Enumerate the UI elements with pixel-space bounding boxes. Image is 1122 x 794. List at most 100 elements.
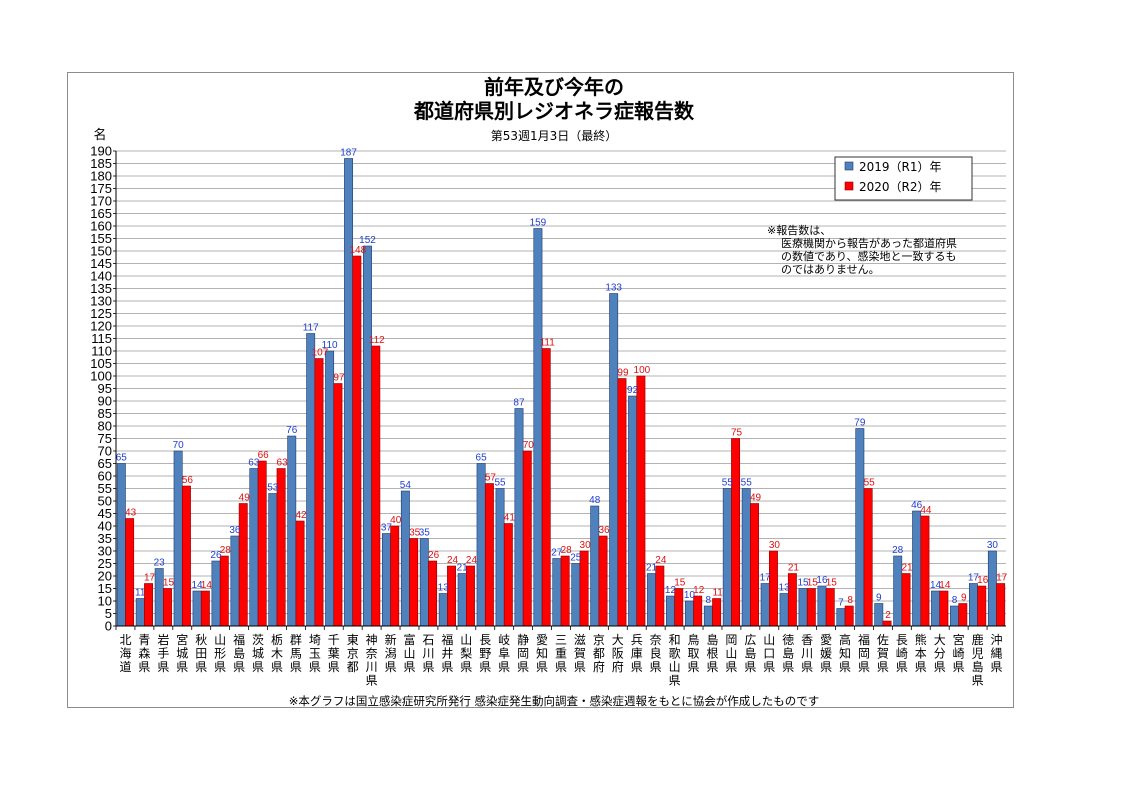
y-tick-label: 40 bbox=[98, 519, 112, 534]
data-label-2020: 8 bbox=[847, 595, 853, 606]
y-tick-label: 15 bbox=[98, 581, 112, 596]
bar-2020 bbox=[409, 538, 419, 627]
category-label: 石川県 bbox=[422, 633, 434, 674]
category-label: 福島県 bbox=[233, 632, 245, 674]
category-label: 岐阜県 bbox=[498, 633, 510, 674]
category-label: 岡山県 bbox=[725, 633, 737, 674]
data-label-2020: 49 bbox=[750, 493, 762, 504]
bar-2019 bbox=[249, 468, 259, 627]
bar-2019 bbox=[628, 395, 638, 627]
footer-source-note: ※本グラフは国立感染症研究所発行 感染症発生動向調査・感染症週報をもとに協会が作… bbox=[289, 694, 820, 708]
category-label: 茨城県 bbox=[252, 633, 264, 674]
data-label-2020: 17 bbox=[144, 573, 156, 584]
y-tick-label: 180 bbox=[90, 169, 112, 184]
y-tick-label: 45 bbox=[98, 506, 112, 521]
data-label-2019: 12 bbox=[665, 585, 677, 596]
category-label: 沖縄県 bbox=[991, 633, 1003, 674]
data-label-2019: 55 bbox=[722, 478, 734, 489]
bar-2019 bbox=[344, 158, 354, 627]
bar-2019 bbox=[268, 493, 278, 627]
data-label-2020: 30 bbox=[580, 540, 592, 551]
data-label-2019: 79 bbox=[854, 418, 866, 429]
category-label: 岩手県 bbox=[157, 632, 169, 674]
bar-2019 bbox=[476, 463, 486, 627]
bar-2019 bbox=[741, 488, 751, 627]
data-label-2020: 66 bbox=[258, 450, 270, 461]
data-label-2020: 36 bbox=[598, 525, 610, 536]
bar-2019 bbox=[987, 550, 997, 627]
category-label: 静岡県 bbox=[517, 633, 529, 674]
data-label-2019: 48 bbox=[589, 495, 601, 506]
data-label-2019: 117 bbox=[303, 323, 319, 334]
bar-2020 bbox=[617, 378, 627, 627]
y-tick-label: 5 bbox=[105, 606, 112, 621]
bar-2020 bbox=[712, 598, 722, 627]
bar-2019 bbox=[325, 350, 335, 627]
data-label-2019: 53 bbox=[267, 483, 279, 494]
bar-2020 bbox=[295, 520, 305, 627]
bar-2020 bbox=[466, 565, 475, 627]
y-tick-label: 150 bbox=[90, 244, 112, 259]
data-label-2020: 21 bbox=[788, 563, 800, 574]
note: ※報告数は、 医療機関から報告があった都道府県 の数値であり、感染地と一致するも… bbox=[767, 224, 957, 276]
data-label-2020: 49 bbox=[239, 493, 251, 504]
data-label-2019: 187 bbox=[340, 148, 357, 159]
category-label: 香川県 bbox=[801, 633, 813, 674]
bar-2020 bbox=[447, 565, 456, 627]
bar-2019 bbox=[552, 558, 562, 627]
data-label-2019: 15 bbox=[797, 578, 809, 589]
category-label: 山口県 bbox=[763, 633, 775, 674]
label-layer: 6543111723157056141426283649636653637642… bbox=[116, 148, 1008, 622]
y-tick-label: 105 bbox=[90, 356, 112, 371]
bar-2019 bbox=[495, 488, 505, 627]
data-label-2019: 65 bbox=[476, 453, 488, 464]
bar-2019 bbox=[192, 590, 202, 627]
data-label-2020: 55 bbox=[864, 478, 876, 489]
data-label-2020: 43 bbox=[125, 508, 137, 519]
data-label-2020: 35 bbox=[409, 528, 421, 539]
y-tick-label: 175 bbox=[90, 181, 112, 196]
category-label: 三重県 bbox=[555, 633, 567, 674]
data-label-2020: 111 bbox=[540, 338, 556, 349]
bar-2020 bbox=[522, 450, 532, 627]
category-label: 滋賀県 bbox=[574, 633, 586, 674]
y-tick-label: 190 bbox=[90, 144, 112, 159]
y-tick-label: 135 bbox=[90, 281, 112, 296]
category-label: 新潟県 bbox=[385, 632, 397, 674]
data-label-2019: 21 bbox=[646, 563, 658, 574]
data-label-2019: 63 bbox=[248, 458, 260, 469]
y-tick-label: 95 bbox=[98, 381, 112, 396]
category-label: 佐賀県 bbox=[877, 633, 889, 674]
bar-2019 bbox=[457, 573, 467, 627]
bar-2019 bbox=[381, 533, 391, 627]
data-label-2020: 107 bbox=[312, 348, 329, 359]
bar-2020 bbox=[863, 488, 873, 627]
data-label-2019: 8 bbox=[952, 595, 958, 606]
bar-2019 bbox=[287, 435, 297, 627]
bar-2020 bbox=[844, 605, 854, 627]
y-tick-label: 30 bbox=[98, 544, 112, 559]
data-label-2019: 110 bbox=[322, 340, 338, 351]
data-label-2019: 13 bbox=[779, 583, 791, 594]
data-label-2019: 65 bbox=[116, 453, 128, 464]
bar-2019 bbox=[703, 605, 713, 627]
legend: 2019（R1）年 2020（R2）年 bbox=[834, 156, 973, 201]
category-label: 秋田県 bbox=[195, 633, 207, 674]
y-tick-label: 165 bbox=[90, 206, 112, 221]
data-label-2019: 54 bbox=[400, 480, 412, 491]
bar-2019 bbox=[438, 593, 448, 627]
bar-2020 bbox=[352, 255, 362, 627]
bar-2019 bbox=[874, 603, 884, 627]
bar-2020 bbox=[636, 375, 646, 627]
data-label-2019: 133 bbox=[605, 283, 622, 294]
bar-2020 bbox=[257, 460, 267, 627]
data-label-2019: 17 bbox=[968, 573, 980, 584]
y-tick-label: 170 bbox=[90, 194, 112, 209]
y-tick-label: 185 bbox=[90, 156, 112, 171]
data-label-2020: 15 bbox=[807, 578, 819, 589]
bar-2020 bbox=[598, 535, 608, 627]
bar-2019 bbox=[590, 505, 600, 627]
data-label-2020: 75 bbox=[731, 428, 743, 439]
bar-2019 bbox=[609, 293, 619, 627]
data-label-2019: 55 bbox=[494, 478, 506, 489]
